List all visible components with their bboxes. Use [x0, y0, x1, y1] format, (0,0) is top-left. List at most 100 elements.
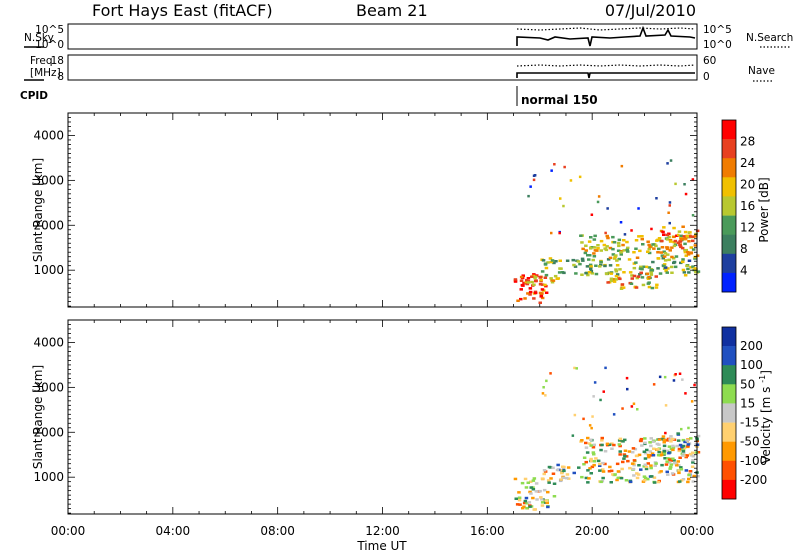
cpid-row: CPID normal 150: [20, 86, 598, 107]
power-colorbar-label: Power [dB]: [757, 177, 771, 242]
freq-panel: Freq. [MHz] 18 8 60 0 Nave: [24, 54, 775, 83]
velocity-echo-cell: [602, 390, 605, 393]
power-echo-cell: [592, 252, 596, 255]
power-echo-cell: [634, 261, 638, 264]
velocity-echo-cell: [623, 454, 627, 458]
power-echo-cell: [640, 276, 645, 279]
nsearch-label: N.Search: [746, 32, 793, 44]
velocity-echo-cell: [660, 453, 664, 457]
power-echo-cell: [580, 257, 585, 261]
velocity-echo-cell: [596, 459, 601, 463]
power-echo-cell: [592, 246, 597, 249]
power-echo-cell: [634, 239, 639, 242]
velocity-colorbar-segment: [722, 422, 736, 442]
velocity-echo-cell: [652, 476, 657, 479]
power-echo-cell: [632, 266, 637, 270]
velocity-echo-cell: [681, 438, 686, 442]
power-echo-cell: [553, 163, 556, 166]
power-echo-cell: [625, 240, 629, 244]
power-echo-cell: [548, 257, 553, 260]
velocity-echo-cell: [612, 413, 616, 416]
velocity-ylabel: Slant Range [km]: [31, 365, 45, 469]
power-echo-cell: [528, 293, 532, 296]
velocity-echo-cell: [526, 481, 530, 484]
velocity-echo-cell: [600, 436, 604, 440]
velocity-echo-cell: [679, 468, 684, 471]
velocity-echo-cell: [600, 443, 604, 447]
time-tick-label: 04:00: [156, 524, 191, 538]
power-echo-cell: [550, 169, 553, 172]
power-echo-cell: [611, 278, 616, 281]
power-echo-cell: [611, 247, 615, 251]
power-echo-cell: [626, 250, 630, 253]
velocity-echo-cell: [664, 404, 668, 407]
power-echo-cell: [519, 275, 524, 279]
velocity-echo-cell: [690, 454, 694, 457]
nsky-trace: [516, 25, 696, 47]
velocity-echo-cell: [543, 470, 548, 473]
nsky-panel: N.Sky 10^5 10^0 10^5 10^0 N.Search: [24, 23, 793, 51]
power-echo-cell: [670, 271, 674, 274]
velocity-echo-cell: [571, 434, 575, 437]
power-echo-cell: [632, 274, 637, 278]
velocity-echo-cell: [531, 496, 535, 500]
velocity-echo-cell: [643, 451, 648, 455]
velocity-echo-cell: [627, 450, 632, 453]
power-echo-cell: [681, 258, 685, 261]
velocity-echo-cell: [671, 448, 675, 452]
power-echo-cell: [667, 258, 671, 262]
velocity-echo-cell: [584, 460, 588, 464]
velocity-echo-cell: [555, 468, 560, 472]
power-echo-cell: [622, 271, 626, 274]
power-echo-cell: [672, 244, 677, 248]
power-frame: [67, 112, 698, 308]
time-tick-label: 08:00: [260, 524, 295, 538]
velocity-echo-cell: [561, 476, 566, 480]
power-echo-cell: [664, 269, 668, 273]
power-echo-cell: [587, 240, 592, 243]
power-echo-cell: [674, 255, 679, 258]
power-echo-cell: [659, 251, 664, 254]
velocity-echo-cell: [584, 441, 588, 445]
velocity-echo-cell: [659, 470, 663, 473]
velocity-echo-cell: [552, 482, 557, 485]
power-echo-cell: [592, 255, 597, 258]
power-echo-cell: [683, 274, 688, 277]
power-echo-cell: [526, 292, 530, 295]
power-echo-cell: [583, 251, 588, 255]
power-echo-cell: [612, 257, 617, 260]
power-echo-cell: [617, 244, 621, 248]
velocity-echo-cell: [540, 501, 545, 504]
velocity-echo-cell: [621, 407, 624, 410]
velocity-echo-cell: [677, 447, 682, 451]
power-echo-cell: [691, 178, 695, 181]
velocity-echo-cell: [528, 505, 532, 508]
power-echo-cell: [639, 271, 643, 275]
velocity-echo-cell: [539, 496, 543, 499]
power-echo-cell: [676, 241, 680, 244]
velocity-echo-cell: [523, 477, 528, 481]
power-echo-cell: [673, 239, 678, 243]
velocity-echo-cell: [654, 462, 658, 465]
power-echo-cell: [652, 247, 656, 250]
velocity-echo-cell: [589, 472, 593, 475]
power-colorbar-tick-label: 12: [740, 221, 755, 235]
power-echo-cell: [528, 290, 533, 294]
power-echo-cell: [606, 236, 610, 240]
power-echo-cell: [684, 192, 688, 196]
power-echo-cell: [539, 295, 543, 298]
power-echo-cell: [630, 229, 633, 232]
velocity-echo-cell: [643, 457, 648, 460]
velocity-echoes: [513, 366, 701, 511]
power-echo-cell: [591, 258, 595, 262]
velocity-echo-cell: [624, 455, 629, 458]
velocity-echo-cell: [618, 444, 622, 448]
velocity-echo-cell: [575, 367, 578, 370]
power-echo-cell: [634, 247, 638, 250]
power-echo-cell: [672, 226, 676, 230]
power-echo-cell: [572, 263, 576, 267]
power-echo-cell: [581, 259, 585, 262]
power-echo-cell: [540, 296, 545, 300]
velocity-echo-cell: [651, 440, 655, 443]
power-echo-cell: [665, 246, 670, 249]
